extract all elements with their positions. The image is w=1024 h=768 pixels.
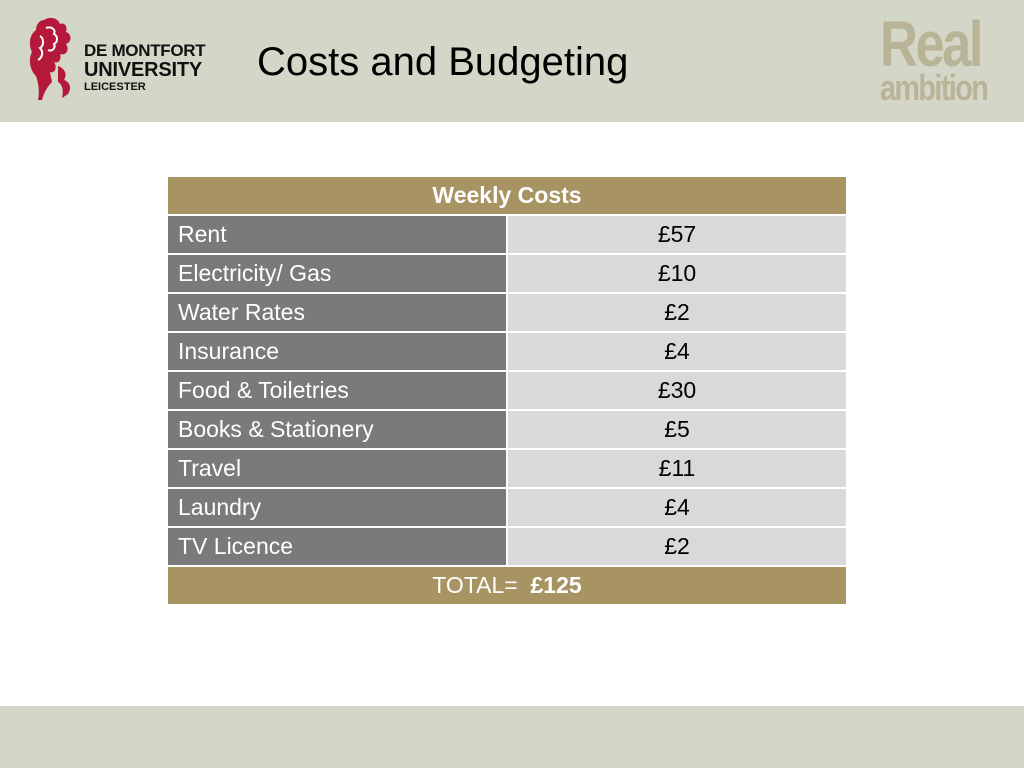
cost-value: £2 [506,292,848,333]
total-value: £125 [530,572,582,598]
cost-label: Food & Toiletries [166,370,508,411]
table-row: Travel £11 [166,448,848,489]
logo-line-1: DE MONTFORT [84,41,206,60]
weekly-costs-table: Weekly Costs Rent £57 Electricity/ Gas £… [166,175,848,606]
real-ambition-logo: Real ambition [880,12,1002,112]
cost-label: Electricity/ Gas [166,253,508,294]
table-row: Electricity/ Gas £10 [166,253,848,294]
cost-value: £30 [506,370,848,411]
table-row: TV Licence £2 [166,526,848,567]
cost-value: £57 [506,214,848,255]
table-row: Books & Stationery £5 [166,409,848,450]
cost-label: Laundry [166,487,508,528]
dmu-logo: DE MONTFORT UNIVERSITY LEICESTER [28,16,228,102]
cost-label: TV Licence [166,526,508,567]
cost-label: Books & Stationery [166,409,508,450]
cost-value: £4 [506,487,848,528]
real-ambition-line-2: ambition [880,67,989,108]
cost-value: £2 [506,526,848,567]
table-row: Rent £57 [166,214,848,255]
table-row: Insurance £4 [166,331,848,372]
cost-value: £4 [506,331,848,372]
real-ambition-line-1: Real [880,8,983,80]
table-heading: Weekly Costs [166,175,848,216]
slide-header: DE MONTFORT UNIVERSITY LEICESTER Costs a… [0,0,1024,122]
page-title: Costs and Budgeting [257,40,629,84]
table-header-row: Weekly Costs [166,175,848,216]
table-row: Food & Toiletries £30 [166,370,848,411]
cost-value: £5 [506,409,848,450]
cost-value: £10 [506,253,848,294]
logo-line-3: LEICESTER [84,81,146,93]
cost-label: Rent [166,214,508,255]
dmu-wordmark: DE MONTFORT UNIVERSITY LEICESTER [84,41,206,93]
total-label: TOTAL= [432,572,518,598]
total-row: TOTAL= £125 [166,565,848,606]
cost-label: Water Rates [166,292,508,333]
cost-label: Insurance [166,331,508,372]
lion-crest-icon [29,17,71,101]
cost-value: £11 [506,448,848,489]
table-row: Laundry £4 [166,487,848,528]
table-row: Water Rates £2 [166,292,848,333]
slide-footer [0,706,1024,768]
cost-label: Travel [166,448,508,489]
logo-line-2: UNIVERSITY [84,59,203,81]
total-cell: TOTAL= £125 [166,565,848,606]
